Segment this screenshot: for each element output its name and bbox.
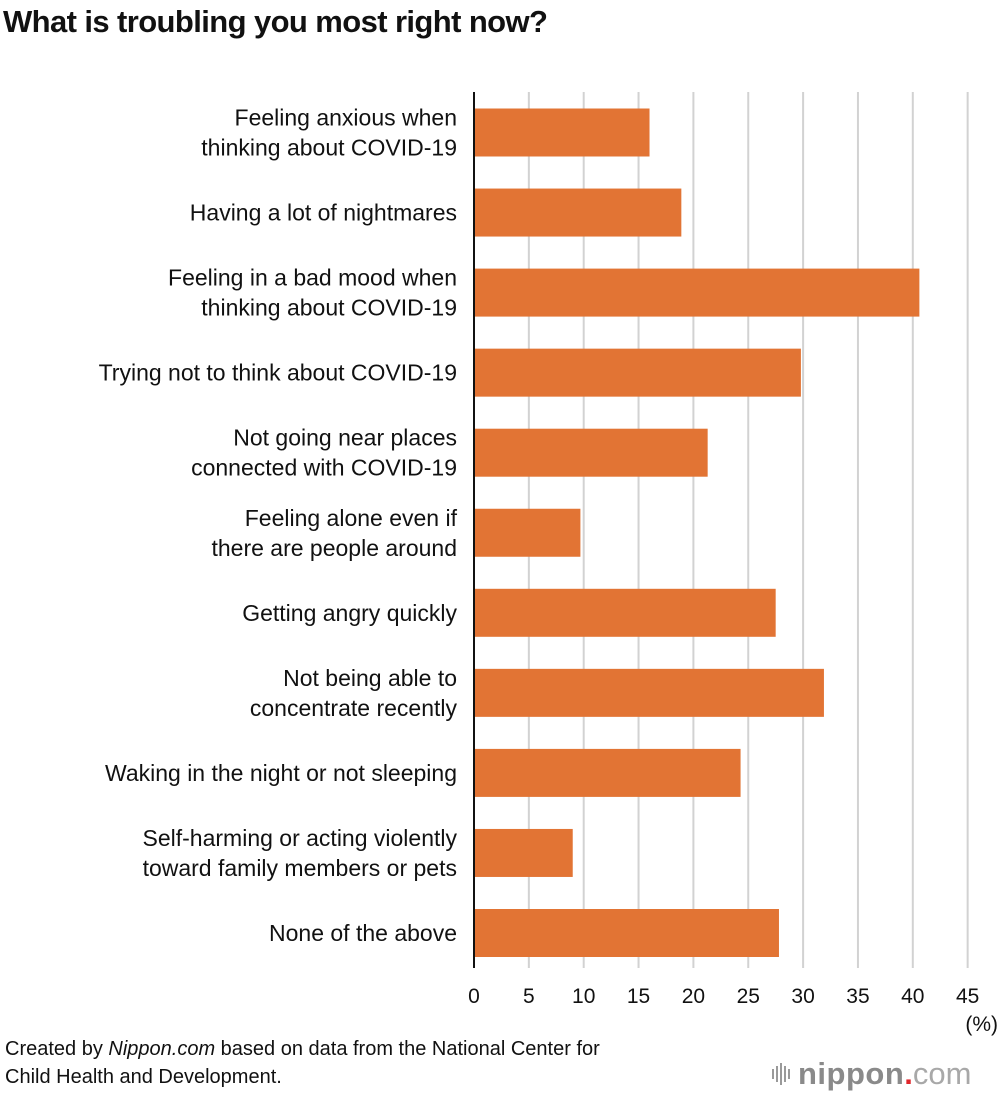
x-tick-label: 20 (682, 985, 705, 1008)
category-label: Not going near places connected with COVI… (191, 425, 457, 481)
x-tick-labels: 0 5 10 15 20 25 30 35 40 45 (468, 985, 979, 1008)
x-tick-label: 40 (901, 985, 924, 1008)
bar (474, 588, 776, 637)
bar (474, 828, 573, 877)
category-labels: Feeling anxious when thinking about COVID… (99, 105, 458, 947)
x-tick-label: 30 (791, 985, 814, 1008)
source-suffix: based on data from the National Center f… (215, 1038, 600, 1060)
bar (474, 909, 779, 957)
logo-dot: . (904, 1056, 913, 1091)
source-note: Created by Nippon.com based on data from… (5, 1035, 600, 1091)
bar (474, 188, 682, 237)
x-tick-label: 15 (627, 985, 650, 1008)
category-label: Waking in the night or not sleeping (105, 760, 457, 786)
source-publisher: Nippon.com (108, 1038, 216, 1060)
category-label: Trying not to think about COVID-19 (99, 360, 457, 386)
logo-name: nippon (798, 1056, 905, 1091)
bar (474, 508, 581, 557)
x-tick-label: 10 (572, 985, 595, 1008)
category-label: Feeling alone even if there are people ar… (211, 505, 457, 561)
bar (474, 108, 650, 157)
x-tick-label: 0 (468, 985, 480, 1008)
chart-title: What is troubling you most right now? (3, 4, 548, 39)
nippon-logo: nippon. com (772, 1056, 972, 1092)
bar (474, 748, 741, 797)
bar (474, 268, 920, 317)
bar (474, 348, 801, 397)
x-tick-label: 45 (956, 985, 979, 1008)
sound-bars-icon (772, 1063, 790, 1085)
category-label: Having a lot of nightmares (190, 200, 457, 226)
category-label: Getting angry quickly (242, 600, 457, 626)
category-label: Not being able to concentrate recently (250, 665, 458, 721)
source-line-2: Child Health and Development. (5, 1066, 282, 1088)
category-label: Feeling anxious when thinking about COVID… (201, 105, 457, 161)
source-prefix: Created by (5, 1038, 109, 1060)
bars (474, 108, 920, 957)
logo-tld: com (912, 1056, 972, 1091)
category-label: Self-harming or acting violently toward f… (143, 825, 458, 881)
category-label: Feeling in a bad mood when thinking about… (168, 265, 457, 321)
x-axis-unit-label: (%) (965, 1013, 998, 1036)
x-tick-label: 5 (523, 985, 535, 1008)
x-tick-label: 25 (737, 985, 760, 1008)
bar (474, 668, 824, 717)
bar-chart: Feeling anxious when thinking about COVID… (99, 92, 998, 1036)
bar (474, 428, 708, 477)
x-tick-label: 35 (846, 985, 869, 1008)
category-label: None of the above (269, 920, 457, 946)
gridlines (527, 92, 969, 968)
